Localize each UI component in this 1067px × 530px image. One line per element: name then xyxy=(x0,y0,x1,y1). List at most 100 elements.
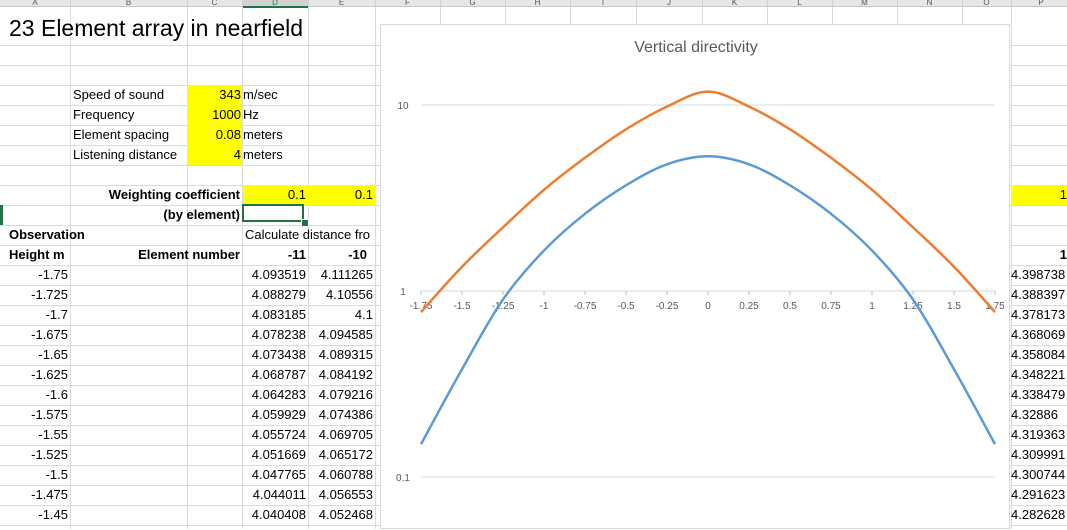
param-unit[interactable]: m/sec xyxy=(243,87,278,102)
sheet-title[interactable]: 23 Element array in nearfield xyxy=(9,15,304,41)
weighting-label-2[interactable]: (by element) xyxy=(163,207,240,222)
param-unit[interactable]: meters xyxy=(243,127,283,142)
distance-value[interactable]: 4.052468 xyxy=(318,507,373,522)
active-cell[interactable] xyxy=(242,204,304,222)
distance-value[interactable]: 4.069705 xyxy=(318,427,373,442)
distance-value[interactable]: 4.1 xyxy=(354,307,373,322)
distance-value[interactable]: 4.10556 xyxy=(326,287,373,302)
calc-label[interactable]: Calculate distance fro xyxy=(245,227,371,242)
column-header-j[interactable]: J xyxy=(636,0,703,6)
height-label[interactable]: Height m xyxy=(9,247,65,262)
weighting-label[interactable]: Weighting coefficient xyxy=(108,187,240,202)
distance-value[interactable]: 4.056553 xyxy=(318,487,373,502)
param-label[interactable]: Listening distance xyxy=(73,147,178,162)
distance-value[interactable]: 4.059929 xyxy=(251,407,306,422)
column-header-k[interactable]: K xyxy=(702,0,768,6)
height-value[interactable]: -1.7 xyxy=(45,307,68,322)
distance-value[interactable]: 4.111265 xyxy=(320,267,373,282)
distance-value[interactable]: 4.32886 xyxy=(1011,407,1058,422)
height-value[interactable]: -1.5 xyxy=(45,467,68,482)
distance-value[interactable]: 4.084192 xyxy=(318,367,373,382)
weighting-value[interactable]: 1 xyxy=(1011,185,1067,205)
column-header-e[interactable]: E xyxy=(308,0,376,6)
weighting-value[interactable]: 0.1 xyxy=(243,185,309,205)
observation-label[interactable]: Observation xyxy=(9,227,85,242)
distance-value[interactable]: 4.348221 xyxy=(1011,367,1066,382)
column-header-n[interactable]: N xyxy=(897,0,963,6)
distance-value[interactable]: 4.094585 xyxy=(318,327,373,342)
directivity-chart[interactable]: Vertical directivity 10 1 0.1 -1.75 -1.5 -1.25… xyxy=(380,24,1010,529)
distance-value[interactable]: 4.073438 xyxy=(251,347,306,362)
height-value[interactable]: -1.725 xyxy=(31,287,68,302)
x-tick-label: -0.25 xyxy=(656,301,679,312)
height-value[interactable]: -1.625 xyxy=(31,367,68,382)
distance-value[interactable]: 4.378173 xyxy=(1011,307,1066,322)
y-tick-label: 1 xyxy=(400,287,406,298)
column-header-m[interactable]: M xyxy=(832,0,898,6)
distance-value[interactable]: 4.068787 xyxy=(251,367,306,382)
param-value[interactable]: 0.08 xyxy=(187,125,242,145)
distance-value[interactable]: 4.074386 xyxy=(318,407,373,422)
distance-value[interactable]: 4.078238 xyxy=(251,327,306,342)
element-number[interactable]: -11 xyxy=(287,247,306,262)
distance-value[interactable]: 4.047765 xyxy=(251,467,306,482)
column-header-d[interactable]: D xyxy=(242,0,309,8)
height-value[interactable]: -1.475 xyxy=(31,487,68,502)
fill-handle[interactable] xyxy=(301,219,309,227)
column-header-f[interactable]: F xyxy=(375,0,441,6)
param-unit[interactable]: Hz xyxy=(243,107,259,122)
param-value[interactable]: 343 xyxy=(187,85,242,105)
distance-value[interactable]: 4.044011 xyxy=(252,487,306,502)
column-header-b[interactable]: B xyxy=(70,0,188,6)
param-unit[interactable]: meters xyxy=(243,147,283,162)
height-value[interactable]: -1.6 xyxy=(45,387,68,402)
height-value[interactable]: -1.75 xyxy=(38,267,68,282)
distance-value[interactable]: 4.319363 xyxy=(1011,427,1066,442)
weighting-value[interactable]: 0.1 xyxy=(309,185,376,205)
element-number[interactable]: 1 xyxy=(1059,247,1067,262)
height-value[interactable]: -1.65 xyxy=(38,347,68,362)
distance-value[interactable]: 4.300744 xyxy=(1011,467,1066,482)
distance-value[interactable]: 4.093519 xyxy=(251,267,306,282)
series-line-1 xyxy=(420,90,996,313)
element-number[interactable]: -10 xyxy=(348,247,367,262)
height-value[interactable]: -1.45 xyxy=(38,507,68,522)
distance-value[interactable]: 4.040408 xyxy=(251,507,306,522)
column-header-i[interactable]: I xyxy=(570,0,637,6)
param-label[interactable]: Frequency xyxy=(73,107,135,122)
distance-value[interactable]: 4.088279 xyxy=(251,287,306,302)
distance-value[interactable]: 4.291623 xyxy=(1011,487,1066,502)
column-header-a[interactable]: A xyxy=(0,0,71,6)
column-header-l[interactable]: L xyxy=(767,0,833,6)
column-header-h[interactable]: H xyxy=(505,0,571,6)
distance-value[interactable]: 4.368069 xyxy=(1011,327,1066,342)
distance-value[interactable]: 4.064283 xyxy=(251,387,306,402)
distance-value[interactable]: 4.309991 xyxy=(1011,447,1066,462)
distance-value[interactable]: 4.055724 xyxy=(251,427,306,442)
distance-value[interactable]: 4.398738 xyxy=(1011,267,1066,282)
distance-value[interactable]: 4.051669 xyxy=(251,447,306,462)
x-tick-label: 1.5 xyxy=(947,301,961,312)
column-header-p[interactable]: P xyxy=(1011,0,1067,6)
distance-value[interactable]: 4.065172 xyxy=(318,447,373,462)
distance-value[interactable]: 4.338479 xyxy=(1011,387,1066,402)
column-header-c[interactable]: C xyxy=(187,0,243,6)
element-number-label[interactable]: Element number xyxy=(138,247,240,262)
param-value[interactable]: 4 xyxy=(187,145,242,165)
height-value[interactable]: -1.55 xyxy=(38,427,68,442)
distance-value[interactable]: 4.089315 xyxy=(318,347,373,362)
param-label[interactable]: Speed of sound xyxy=(73,87,165,102)
distance-value[interactable]: 4.282628 xyxy=(1011,507,1066,522)
param-value[interactable]: 1000 xyxy=(187,105,242,125)
distance-value[interactable]: 4.060788 xyxy=(318,467,373,482)
param-label[interactable]: Element spacing xyxy=(73,127,170,142)
distance-value[interactable]: 4.388397 xyxy=(1011,287,1066,302)
height-value[interactable]: -1.525 xyxy=(31,447,68,462)
distance-value[interactable]: 4.079216 xyxy=(318,387,373,402)
distance-value[interactable]: 4.083185 xyxy=(251,307,306,322)
height-value[interactable]: -1.675 xyxy=(31,327,68,342)
column-header-o[interactable]: O xyxy=(962,0,1012,6)
height-value[interactable]: -1.575 xyxy=(31,407,68,422)
distance-value[interactable]: 4.358084 xyxy=(1011,347,1066,362)
column-header-g[interactable]: G xyxy=(440,0,506,6)
